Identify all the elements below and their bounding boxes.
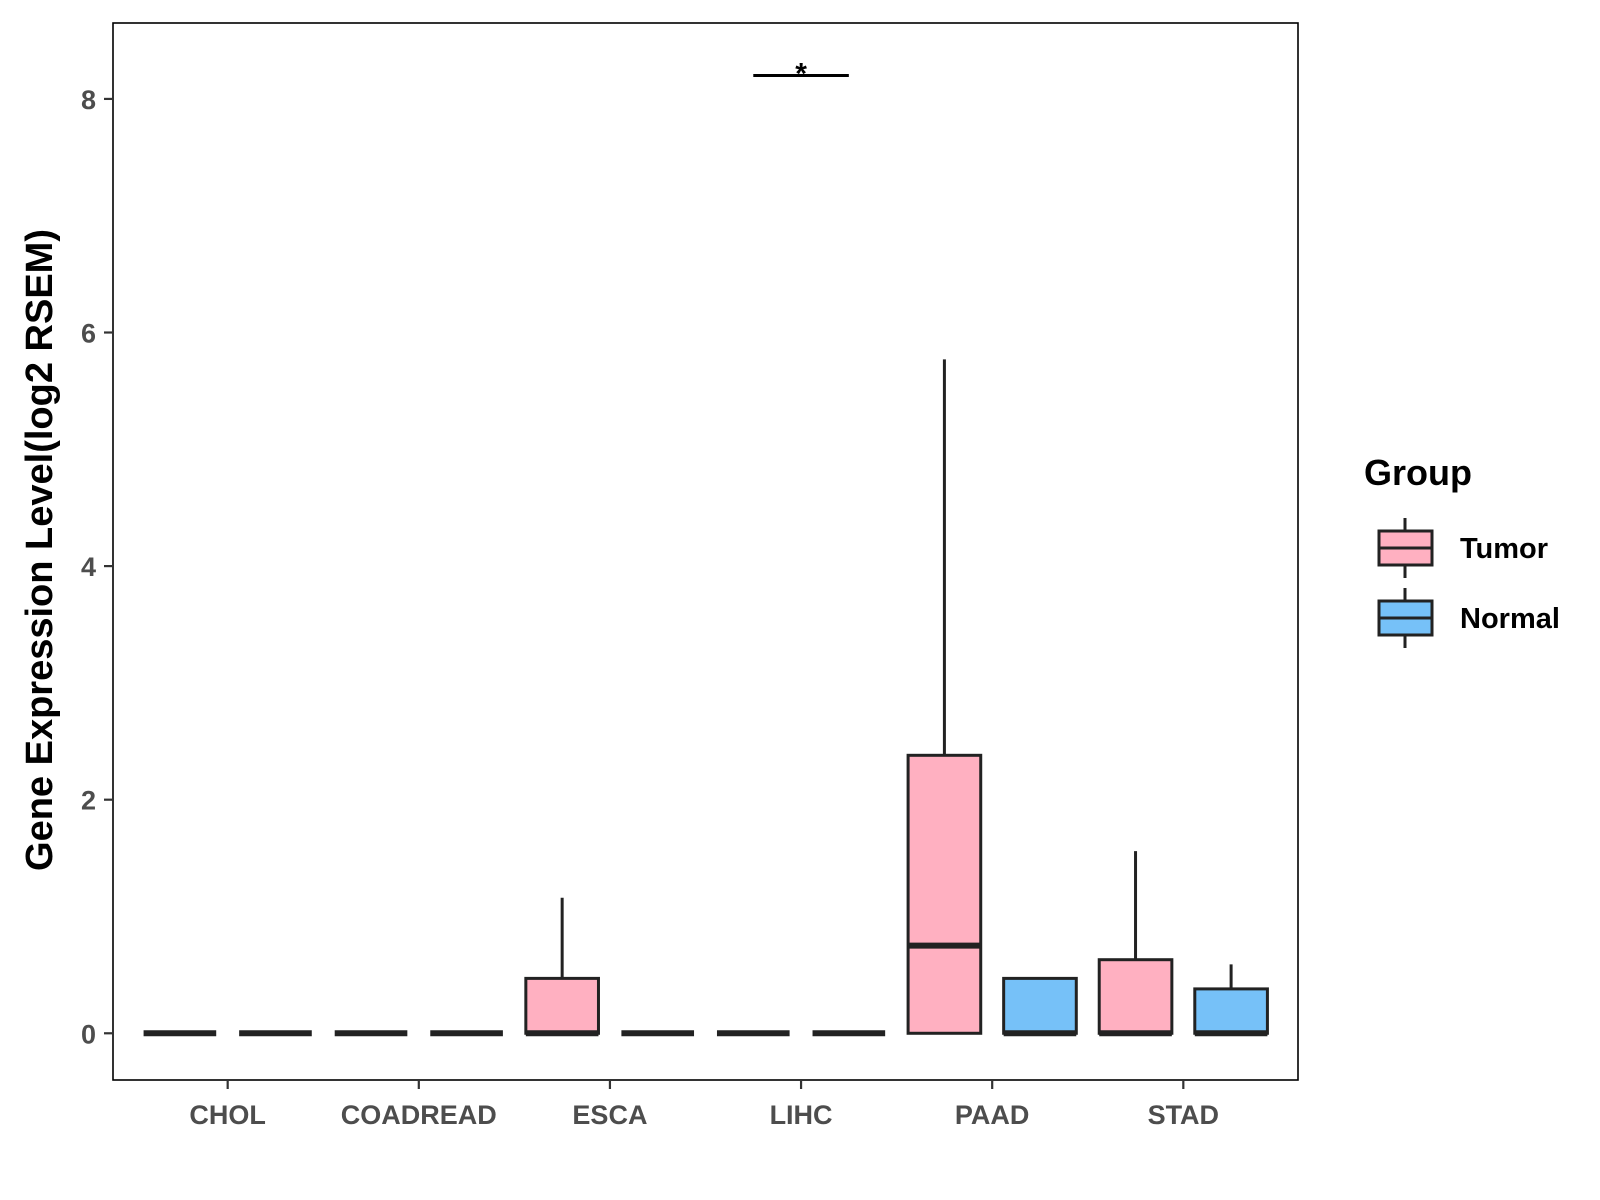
box-tumor-esca bbox=[524, 897, 600, 1037]
boxes bbox=[143, 359, 1269, 1037]
legend-title: Group bbox=[1364, 452, 1472, 493]
box-tumor-paad bbox=[906, 359, 983, 1035]
y-tick-label-3: 6 bbox=[81, 319, 96, 349]
box-body bbox=[1097, 958, 1174, 1035]
box-normal-stad bbox=[1193, 964, 1269, 1037]
box-body bbox=[906, 753, 983, 1035]
x-tick-label-paad: PAAD bbox=[955, 1100, 1030, 1130]
box-tumor-stad bbox=[1097, 851, 1174, 1037]
y-axis: 0 2 4 6 8 bbox=[81, 85, 113, 1049]
legend-label-normal: Normal bbox=[1460, 603, 1560, 635]
x-tick-label-lihc: LIHC bbox=[770, 1100, 833, 1130]
legend: Group Tumor Normal bbox=[1364, 452, 1560, 648]
x-axis: CHOL COADREAD ESCA LIHC PAAD STAD bbox=[189, 1080, 1219, 1130]
plot-panel bbox=[112, 22, 1299, 1081]
significance-annotations: * bbox=[753, 58, 849, 91]
x-tick-label-chol: CHOL bbox=[189, 1100, 266, 1130]
y-tick-label-1: 2 bbox=[81, 786, 96, 816]
box-body bbox=[1193, 987, 1269, 1035]
y-tick-label-2: 4 bbox=[81, 552, 96, 582]
significance-label-0: * bbox=[795, 58, 807, 91]
legend-label-tumor: Tumor bbox=[1460, 533, 1548, 565]
box-normal-paad bbox=[1002, 976, 1078, 1037]
legend-key-normal bbox=[1377, 588, 1434, 648]
box-body bbox=[1002, 976, 1078, 1035]
y-axis-title: Gene Expression Level(log2 RSEM) bbox=[19, 229, 61, 871]
legend-key-tumor bbox=[1377, 518, 1434, 578]
box-body bbox=[524, 976, 600, 1035]
y-tick-label-4: 8 bbox=[81, 85, 96, 115]
x-tick-label-stad: STAD bbox=[1148, 1100, 1220, 1130]
x-tick-label-esca: ESCA bbox=[572, 1100, 647, 1130]
x-tick-label-coadread: COADREAD bbox=[341, 1100, 497, 1130]
y-tick-label-0: 0 bbox=[81, 1019, 96, 1049]
